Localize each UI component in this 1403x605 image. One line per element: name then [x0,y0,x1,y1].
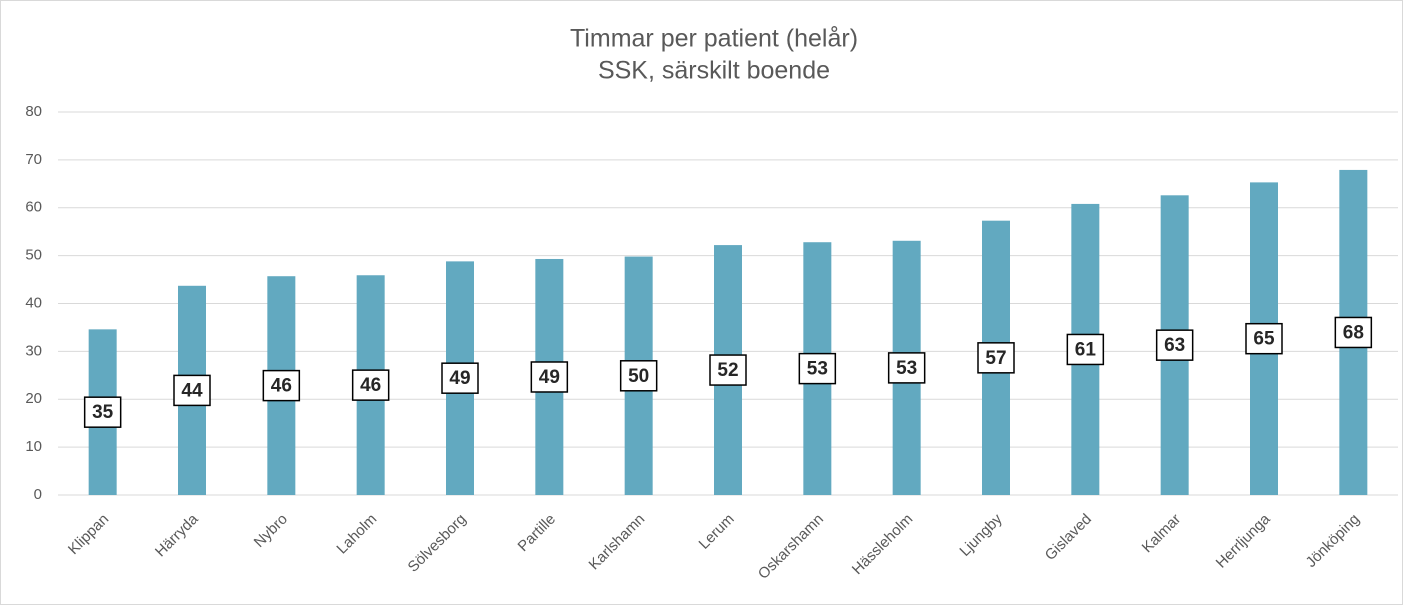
value-label-box [1155,329,1194,361]
value-label: 49 [539,367,560,388]
value-label-box [83,396,122,428]
value-label-box [887,352,926,384]
value-label-box [977,342,1015,374]
y-tick-label: 0 [34,486,42,503]
value-label-box [1245,322,1283,355]
value-label: 63 [1164,335,1185,356]
value-label-box [709,354,747,386]
y-tick-label: 40 [25,294,42,311]
value-label: 44 [181,380,203,401]
value-label: 52 [717,360,738,381]
value-label-box [173,374,211,407]
value-label-box [1066,333,1105,366]
y-tick-label: 30 [25,342,42,359]
value-label: 50 [628,366,649,387]
y-tick-label: 80 [25,103,42,120]
value-label: 61 [1075,339,1097,360]
value-label-box [441,362,479,394]
value-label: 53 [896,358,917,379]
value-label: 46 [360,375,381,396]
value-label: 53 [807,359,828,380]
value-label-box [262,369,301,402]
y-tick-label: 10 [25,438,42,455]
value-label: 35 [92,402,114,423]
value-label-box [619,360,658,392]
y-tick-label: 20 [25,390,42,407]
y-tick-label: 50 [25,247,42,264]
value-label-box [1334,316,1373,349]
value-label: 46 [271,376,292,397]
value-label: 68 [1343,322,1364,343]
value-label-box [351,369,390,401]
value-label-box [530,361,569,393]
y-tick-label: 70 [25,151,42,168]
chart-title: Timmar per patient (helår) [570,25,858,53]
value-label: 57 [985,348,1006,369]
value-label: 49 [449,368,470,389]
chart-subtitle: SSK, särskilt boende [598,57,830,85]
value-label: 65 [1253,329,1275,350]
value-label-box [798,352,837,385]
y-tick-label: 60 [25,199,42,216]
